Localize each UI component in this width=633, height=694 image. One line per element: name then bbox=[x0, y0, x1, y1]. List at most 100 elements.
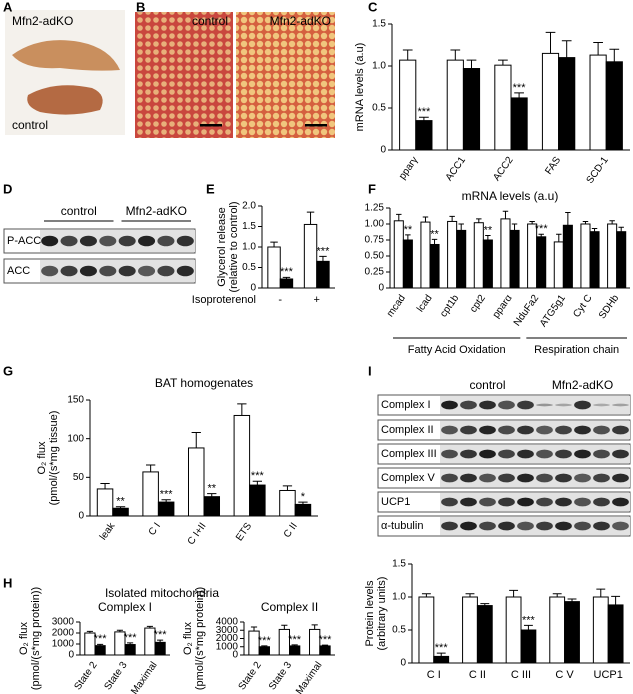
error-bar bbox=[466, 59, 477, 69]
blot-row-label: Complex II bbox=[381, 424, 434, 436]
blot-band bbox=[536, 449, 553, 459]
blot-strip bbox=[440, 421, 630, 439]
bar bbox=[541, 52, 560, 151]
y-tick-label: 0 bbox=[380, 145, 386, 156]
bar bbox=[249, 484, 266, 517]
histology bbox=[135, 12, 233, 138]
blot-band bbox=[555, 425, 572, 435]
y-axis-label: O₂ flux bbox=[36, 441, 48, 475]
error-bar bbox=[207, 493, 217, 497]
blot-band bbox=[536, 521, 553, 531]
blot-band bbox=[555, 449, 572, 459]
significance: *** bbox=[319, 634, 333, 646]
bar bbox=[393, 220, 404, 289]
x-axis-label: Isoproterenol bbox=[192, 294, 256, 306]
blot-band bbox=[612, 425, 629, 435]
significance: *** bbox=[417, 106, 431, 118]
blot-band bbox=[536, 425, 553, 435]
bar bbox=[607, 604, 624, 664]
bar bbox=[462, 596, 478, 664]
x-tick-label: mcad bbox=[385, 293, 408, 319]
blot-band bbox=[479, 497, 496, 507]
photo-label: Mfn2-adKO bbox=[12, 14, 73, 28]
blot-band bbox=[99, 265, 117, 277]
bar bbox=[482, 239, 493, 289]
blot-band bbox=[517, 497, 534, 507]
error-bar bbox=[450, 49, 461, 61]
significance: ** bbox=[404, 224, 413, 236]
bar bbox=[607, 223, 618, 289]
blot-band bbox=[498, 521, 515, 531]
error-bar bbox=[145, 464, 156, 472]
y-tick-label: 0.75 bbox=[365, 235, 385, 246]
blot-strip bbox=[440, 396, 630, 414]
bar bbox=[605, 61, 623, 151]
bar bbox=[558, 57, 576, 151]
x-tick-label: UCP1 bbox=[594, 669, 623, 681]
x-tick-label: lcad bbox=[415, 293, 435, 314]
error-bar bbox=[115, 506, 126, 509]
x-tick-label: ACC2 bbox=[491, 155, 516, 184]
panel-label: D bbox=[3, 181, 12, 196]
blot-strip bbox=[440, 469, 630, 487]
bar bbox=[279, 489, 296, 517]
bar bbox=[154, 641, 166, 656]
blot-band bbox=[536, 473, 553, 483]
bar bbox=[580, 223, 591, 289]
panel-label: F bbox=[368, 181, 376, 196]
bar bbox=[96, 488, 114, 517]
significance: ** bbox=[430, 228, 439, 240]
bar bbox=[456, 229, 467, 289]
panel-label: G bbox=[3, 363, 13, 378]
bar bbox=[303, 223, 318, 289]
blot-band bbox=[517, 400, 534, 410]
bar bbox=[289, 645, 301, 656]
error-bar bbox=[545, 31, 556, 54]
error-bar bbox=[252, 480, 263, 486]
blot-band bbox=[593, 473, 610, 483]
bar bbox=[124, 644, 136, 656]
blot-band bbox=[460, 400, 477, 410]
significance: *** bbox=[160, 489, 174, 501]
y-axis-label: O₂ flux bbox=[182, 622, 194, 656]
error-bar bbox=[261, 645, 268, 647]
bar bbox=[505, 596, 522, 664]
x-tick-label: pparα bbox=[491, 293, 515, 321]
x-tick-label: C V bbox=[555, 669, 574, 681]
panel-label: C bbox=[368, 0, 378, 14]
significance: *** bbox=[288, 634, 302, 646]
error-bar bbox=[281, 624, 288, 630]
blot-band bbox=[612, 473, 629, 483]
blot-strip bbox=[40, 260, 195, 282]
y-tick-label: 1000 bbox=[216, 641, 239, 652]
chart-title: BAT homogenates bbox=[155, 376, 253, 390]
blot-band bbox=[498, 425, 515, 435]
y-tick-label: 0 bbox=[250, 283, 256, 294]
blot-band bbox=[79, 235, 97, 247]
y-tick-label: 1.5 bbox=[392, 559, 406, 570]
y-tick-label: 1.0 bbox=[242, 242, 256, 253]
error-bar bbox=[97, 643, 104, 646]
blot-band bbox=[479, 449, 496, 459]
blot-band bbox=[574, 473, 591, 483]
blot-row-label: Complex III bbox=[381, 448, 437, 460]
blot-band bbox=[479, 425, 496, 435]
y-tick-label: 0.5 bbox=[242, 262, 256, 273]
bar bbox=[258, 646, 270, 656]
blot-band bbox=[441, 521, 458, 531]
panel-label: I bbox=[368, 363, 372, 378]
blot-band bbox=[441, 497, 458, 507]
chart-title: Complex II bbox=[261, 600, 318, 614]
bar bbox=[267, 246, 281, 289]
bar bbox=[510, 97, 528, 151]
x-tick-label: ACC1 bbox=[444, 155, 469, 184]
y-tick-label: 0 bbox=[232, 650, 238, 661]
significance: *** bbox=[124, 632, 138, 644]
y-axis-label: O₂ flux bbox=[18, 622, 30, 656]
y-tick-label: 100 bbox=[67, 433, 84, 444]
blot-band bbox=[60, 265, 78, 277]
error-bar bbox=[609, 220, 615, 224]
x-tick-label: Maximal bbox=[129, 660, 159, 694]
significance: *** bbox=[513, 82, 527, 94]
x-tick-label: State 3 bbox=[267, 660, 294, 693]
